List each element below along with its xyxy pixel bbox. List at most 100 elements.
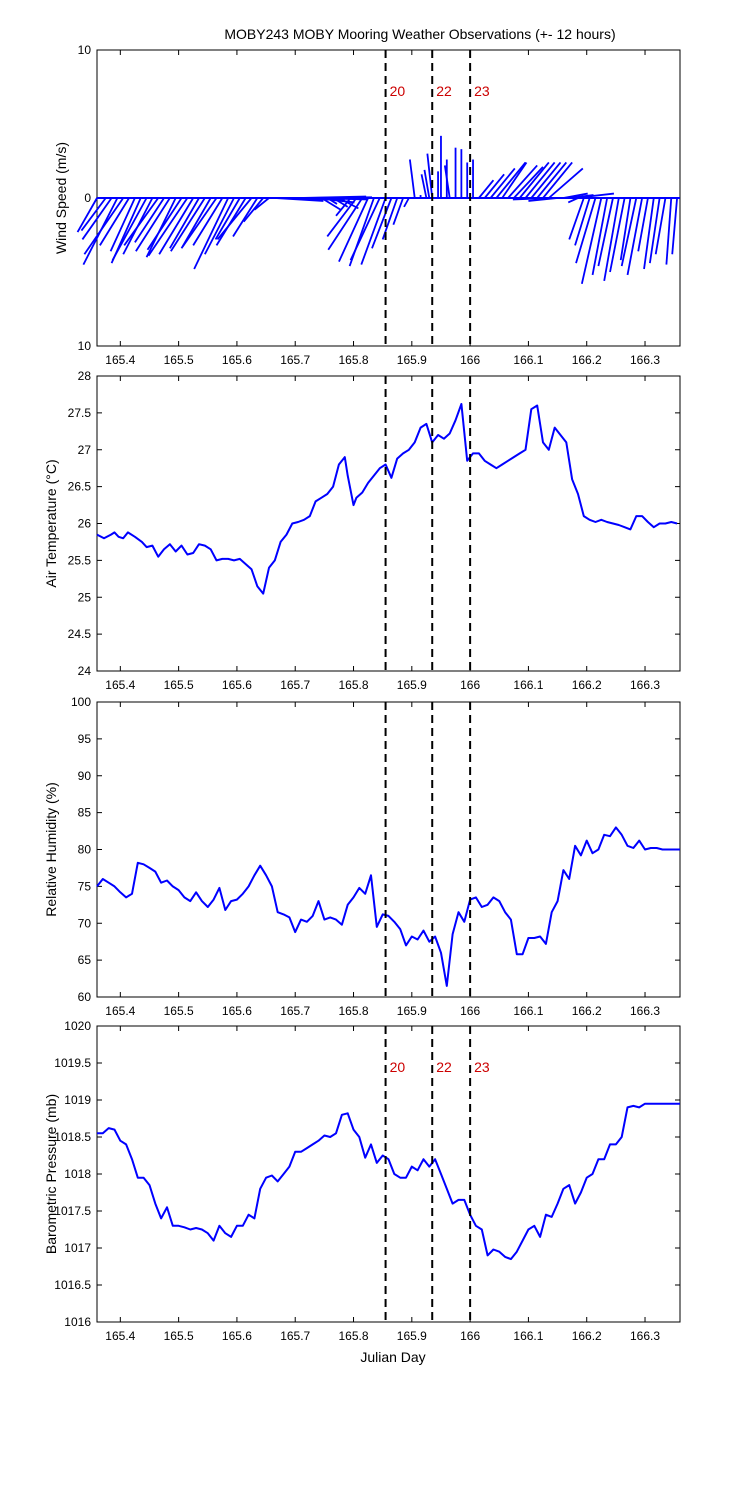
x-tick-label: 165.7 <box>280 1004 310 1018</box>
wind-vector <box>339 197 346 201</box>
wind-vector <box>501 161 528 199</box>
wind-vector <box>423 169 431 199</box>
event-marker-label: 22 <box>436 1059 452 1075</box>
wind-vector <box>528 197 558 202</box>
wind-vector <box>111 197 148 261</box>
wind-vector <box>338 197 369 263</box>
wind-vector <box>170 197 206 252</box>
x-axis-label: Julian Day <box>360 1349 425 1365</box>
wind-vector <box>626 197 643 276</box>
wind-vector <box>135 197 171 252</box>
x-tick-label: 166 <box>460 353 480 367</box>
wind-vector <box>542 161 573 199</box>
wind-vector <box>371 197 393 249</box>
wind-vector <box>335 197 352 217</box>
wind-vector <box>403 197 410 208</box>
wind-vector <box>83 197 124 255</box>
y-tick-label: 26.5 <box>68 480 92 494</box>
wind-vector <box>169 197 200 249</box>
x-tick-label: 165.4 <box>105 1004 135 1018</box>
plot-frame <box>96 701 681 998</box>
wind-vector <box>489 167 516 199</box>
wind-vector <box>654 197 667 255</box>
x-tick-label: 165.9 <box>397 353 427 367</box>
x-tick-label: 166.1 <box>513 353 543 367</box>
wind-vector <box>147 197 189 257</box>
x-tick-label: 165.8 <box>339 1329 369 1343</box>
plot-frame <box>96 1025 681 1323</box>
y-tick-label: 80 <box>78 843 92 857</box>
wind-vector <box>443 165 451 199</box>
x-tick-label: 166.2 <box>572 1329 602 1343</box>
x-tick-label: 165.8 <box>339 353 369 367</box>
wind-vector <box>327 197 364 251</box>
series-line <box>96 826 680 987</box>
x-tick-label: 166.2 <box>572 678 602 692</box>
x-tick-label: 166.1 <box>513 678 543 692</box>
wind-vector <box>574 192 615 199</box>
y-tick-label: 75 <box>78 879 92 893</box>
panel-3: 165.4 165.5 165.6 165.7 165.8 165.9 166 166.1 16… <box>43 695 681 1018</box>
wind-vector <box>567 197 579 204</box>
y-tick-label: 24 <box>78 664 92 678</box>
wind-vector <box>591 197 609 276</box>
wind-vector <box>495 161 527 199</box>
x-tick-label: 166.3 <box>630 353 660 367</box>
y-tick-label: 1016.5 <box>54 1278 91 1292</box>
wind-vector <box>420 174 428 199</box>
wind-vector <box>349 197 381 261</box>
wind-vector <box>192 197 224 246</box>
wind-vector <box>580 197 603 285</box>
x-tick-label: 165.9 <box>397 1329 427 1343</box>
y-tick-label: 65 <box>78 953 92 967</box>
x-tick-label: 165.9 <box>397 1004 427 1018</box>
y-tick-label: 95 <box>78 732 92 746</box>
event-marker-label: 22 <box>436 83 452 99</box>
wind-vector <box>609 197 626 273</box>
wind-vector <box>214 197 241 240</box>
wind-vector <box>603 197 620 282</box>
event-marker-label: 23 <box>474 1059 490 1075</box>
x-tick-label: 165.4 <box>105 1329 135 1343</box>
y-tick-label: 25 <box>78 590 92 604</box>
wind-vector <box>530 161 562 199</box>
x-tick-label: 166.2 <box>572 1004 602 1018</box>
wind-vector <box>134 197 165 243</box>
x-tick-label: 165.9 <box>397 678 427 692</box>
wind-vector <box>619 197 632 261</box>
x-tick-label: 165.8 <box>339 678 369 692</box>
wind-vector <box>146 197 183 251</box>
wind-vector <box>637 197 649 252</box>
wind-vector <box>99 197 130 246</box>
y-axis-label: Wind Speed (m/s) <box>53 142 69 254</box>
wind-vector <box>512 197 552 201</box>
wind-vector <box>513 166 544 199</box>
wind-vector <box>648 197 661 264</box>
x-tick-label: 165.6 <box>222 678 252 692</box>
y-tick-label: 1020 <box>64 1019 91 1033</box>
x-tick-label: 165.7 <box>280 353 310 367</box>
wind-vector <box>216 197 253 241</box>
y-tick-label: 10 <box>78 43 92 57</box>
y-axis-label: Barometric Pressure (mb) <box>43 1094 59 1254</box>
x-tick-label: 165.5 <box>164 1329 194 1343</box>
x-tick-label: 166.3 <box>630 1329 660 1343</box>
y-tick-label: 100 <box>71 695 91 709</box>
wind-vector <box>597 197 614 267</box>
panel-1: 165.4 165.5 165.6 165.7 165.8 165.9 166 166.1 16… <box>53 43 681 367</box>
wind-vector <box>574 197 591 246</box>
y-axis-label: Air Temperature (°C) <box>43 459 59 587</box>
y-tick-label: 25.5 <box>68 553 92 567</box>
wind-vector <box>80 197 107 232</box>
y-tick-label: 1019.5 <box>54 1056 91 1070</box>
y-tick-label: 26 <box>78 517 92 531</box>
wind-vector <box>518 161 550 199</box>
chart-title: MOBY243 MOBY Mooring Weather Observation… <box>224 26 615 42</box>
x-tick-label: 165.7 <box>280 1329 310 1343</box>
wind-vector <box>232 197 259 237</box>
wind-vector <box>408 159 416 199</box>
x-tick-label: 165.8 <box>339 1004 369 1018</box>
wind-vector <box>181 197 218 248</box>
wind-vector <box>81 197 113 240</box>
